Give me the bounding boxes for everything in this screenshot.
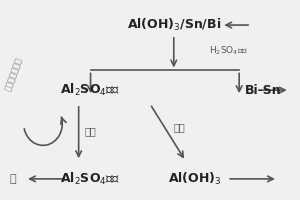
Text: Al(OH)$_3$/Sn/Bi: Al(OH)$_3$/Sn/Bi <box>127 17 221 33</box>
Text: Al(OH)$_3$: Al(OH)$_3$ <box>168 171 221 187</box>
Text: Al$_2$SO$_4$沉淀: Al$_2$SO$_4$沉淀 <box>60 171 121 187</box>
Text: 乙醇: 乙醇 <box>85 127 96 137</box>
Text: 氨水: 氨水 <box>174 123 185 133</box>
Text: 蒸馏，循环利用: 蒸馏，循环利用 <box>3 56 23 92</box>
Text: 等: 等 <box>10 174 16 184</box>
Text: Bi-Sn: Bi-Sn <box>245 84 282 97</box>
Text: H$_2$SO$_4$溶解: H$_2$SO$_4$溶解 <box>209 44 249 57</box>
Text: Al$_2$SO$_4$溶液: Al$_2$SO$_4$溶液 <box>60 82 121 98</box>
